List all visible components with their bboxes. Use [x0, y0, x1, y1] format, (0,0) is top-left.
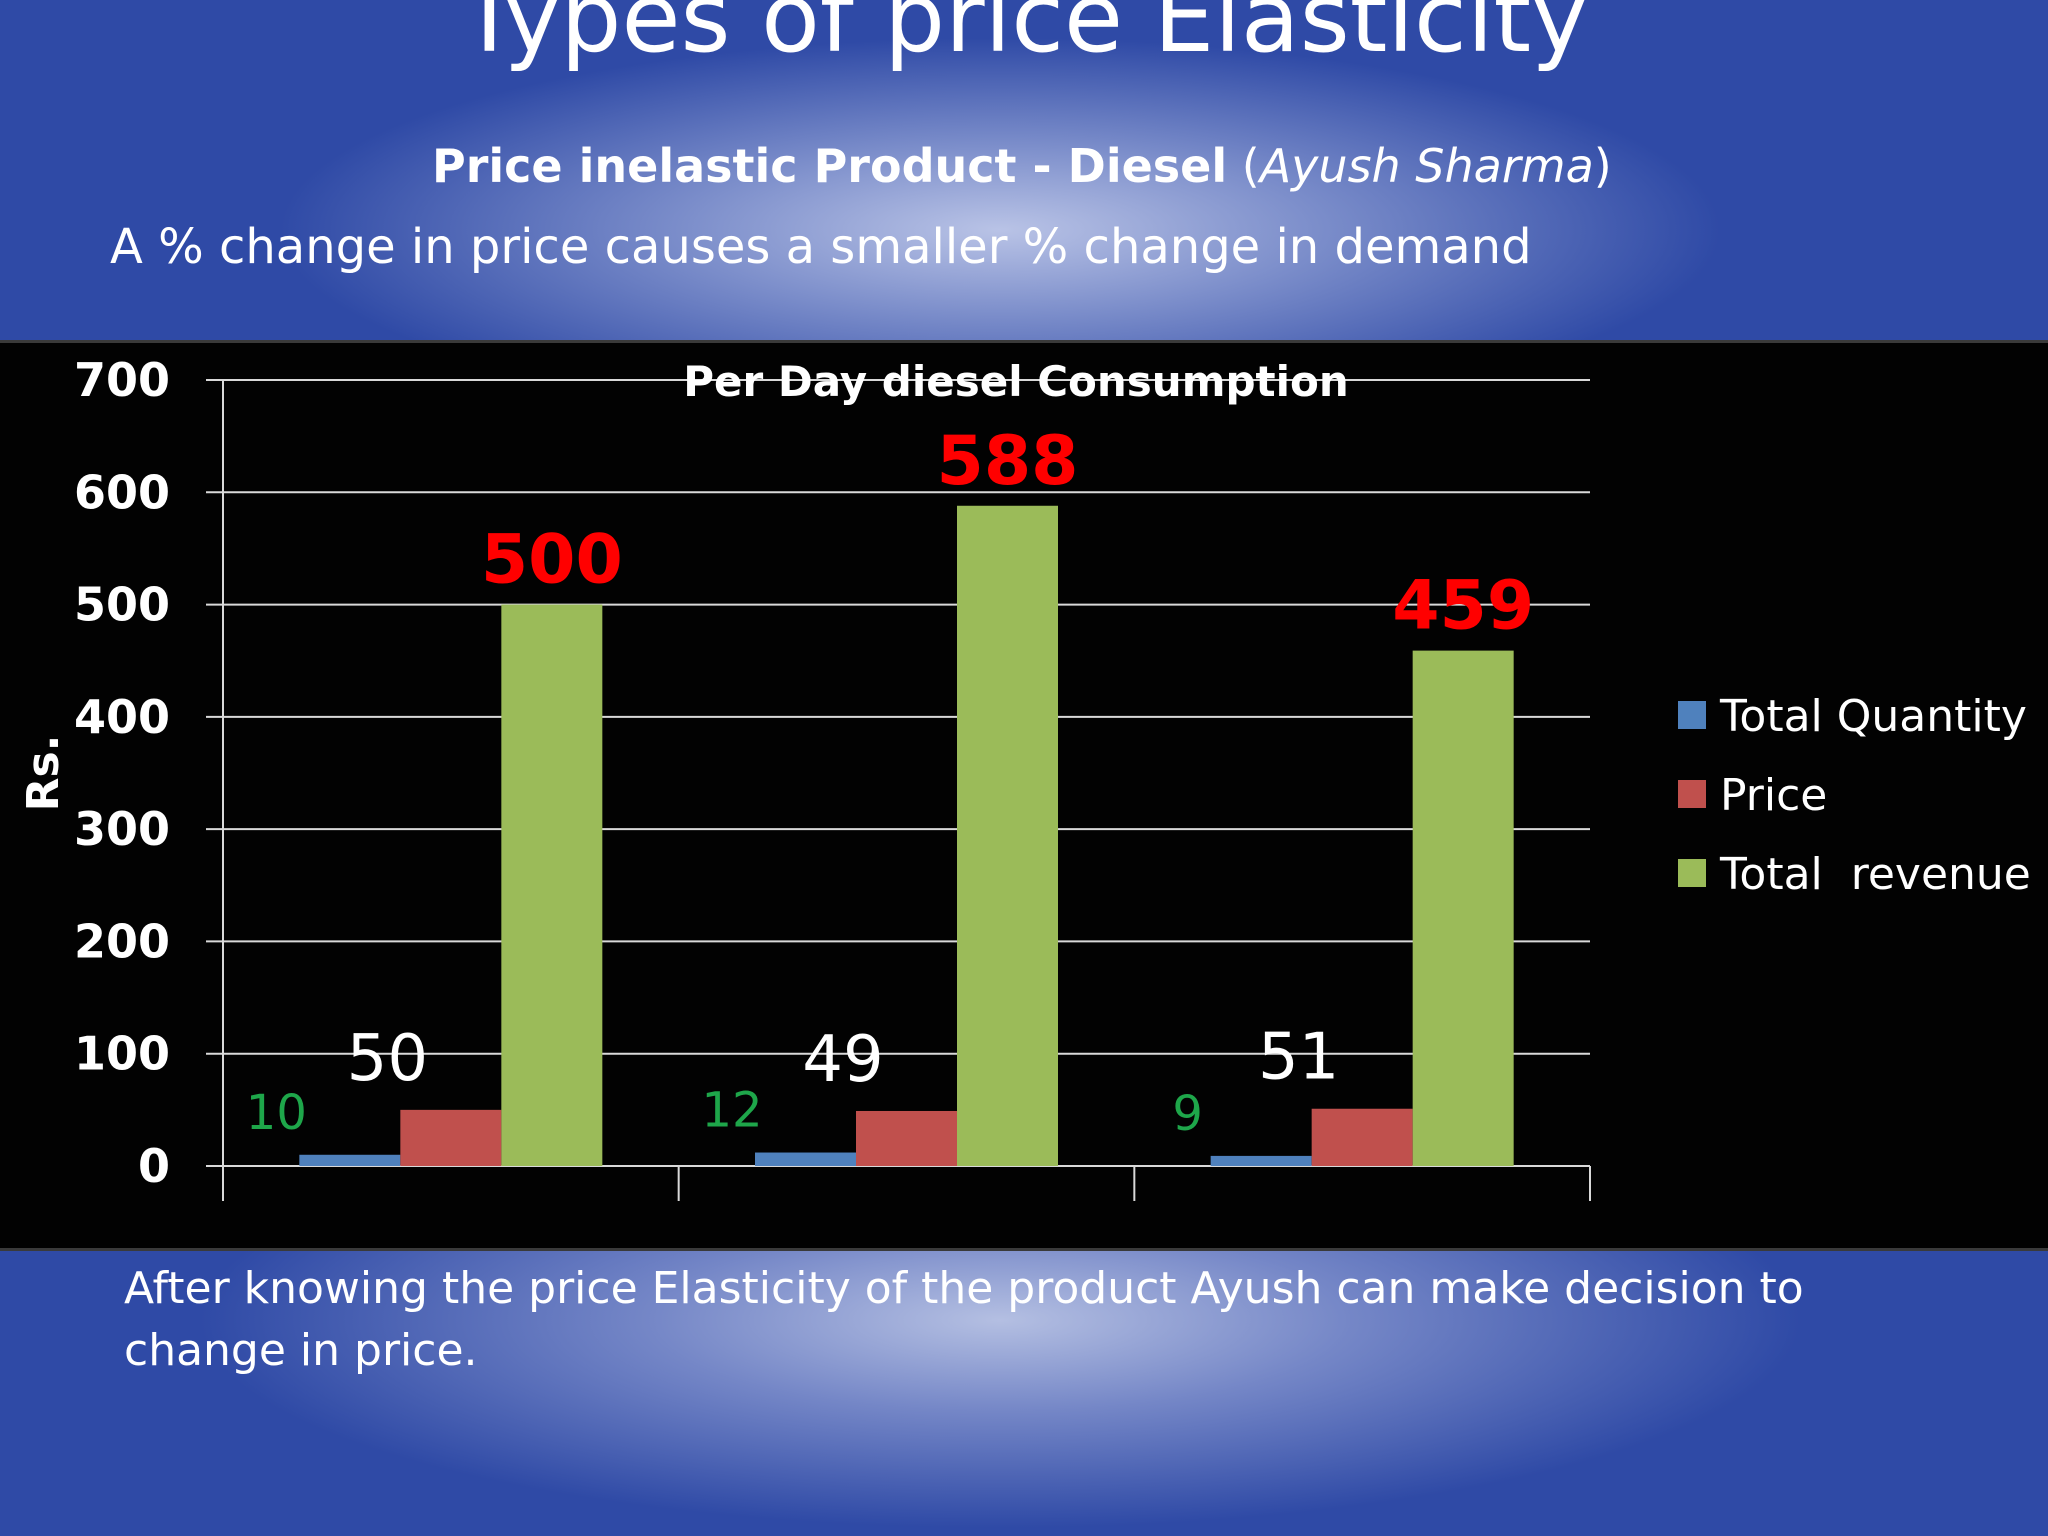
bar-total-revenue — [1412, 650, 1514, 1166]
bar-price — [1311, 1108, 1413, 1166]
legend-swatch — [1678, 701, 1706, 729]
bar-total-revenue — [501, 604, 603, 1166]
y-tick-label: 100 — [74, 1027, 170, 1081]
y-tick-label: 600 — [74, 465, 170, 519]
slide-subtitle: Price inelastic Product - Diesel (Ayush … — [432, 138, 1612, 194]
bar-price — [856, 1110, 957, 1166]
slide-title: Types of price Elasticity — [460, 0, 1588, 74]
data-label: 50 — [347, 1022, 428, 1096]
bar-total-quantity — [1210, 1155, 1312, 1166]
subtitle-author: Ayush Sharma — [1259, 139, 1594, 193]
legend-swatch — [1678, 859, 1706, 887]
subtitle-close-paren: ) — [1593, 139, 1612, 193]
data-label: 10 — [246, 1085, 307, 1141]
elasticity-statement: A % change in price causes a smaller % c… — [110, 219, 1532, 275]
y-tick-label: 400 — [74, 690, 170, 744]
legend-label: Total Quantity — [1719, 691, 2027, 742]
subtitle-open-paren: ( — [1227, 139, 1260, 193]
data-label: 500 — [481, 521, 623, 600]
bar-price — [400, 1109, 502, 1166]
chart-panel: 0 100 200 300 400 500 600 700 Rs. Per Day diesel … — [0, 340, 2048, 1251]
data-label: 459 — [1392, 567, 1534, 646]
data-label: 51 — [1258, 1021, 1339, 1095]
y-tick-label: 0 — [138, 1139, 170, 1193]
y-axis-label: Rs. — [18, 735, 69, 812]
bar-chart: 0 100 200 300 400 500 600 700 Rs. Per Day diesel … — [18, 353, 2031, 1201]
legend-label: Total revenue — [1719, 849, 2031, 900]
subtitle-product: Price inelastic Product - Diesel — [432, 139, 1228, 193]
legend-label: Price — [1720, 770, 1827, 821]
legend-swatch — [1678, 780, 1706, 808]
chart-title: Per Day diesel Consumption — [683, 357, 1349, 406]
data-label: 12 — [701, 1083, 762, 1139]
bar-total-quantity — [299, 1154, 401, 1166]
y-tick-label: 700 — [74, 353, 170, 407]
data-label: 49 — [802, 1023, 883, 1097]
footer-text: After knowing the price Elasticity of th… — [124, 1263, 1804, 1376]
y-tick-label: 300 — [74, 802, 170, 856]
y-tick-label: 200 — [74, 914, 170, 968]
bar-total-quantity — [755, 1152, 856, 1166]
y-tick-label: 500 — [74, 578, 170, 632]
bar-total-revenue — [957, 505, 1058, 1166]
data-label: 588 — [937, 422, 1079, 501]
data-label: 9 — [1172, 1086, 1203, 1142]
